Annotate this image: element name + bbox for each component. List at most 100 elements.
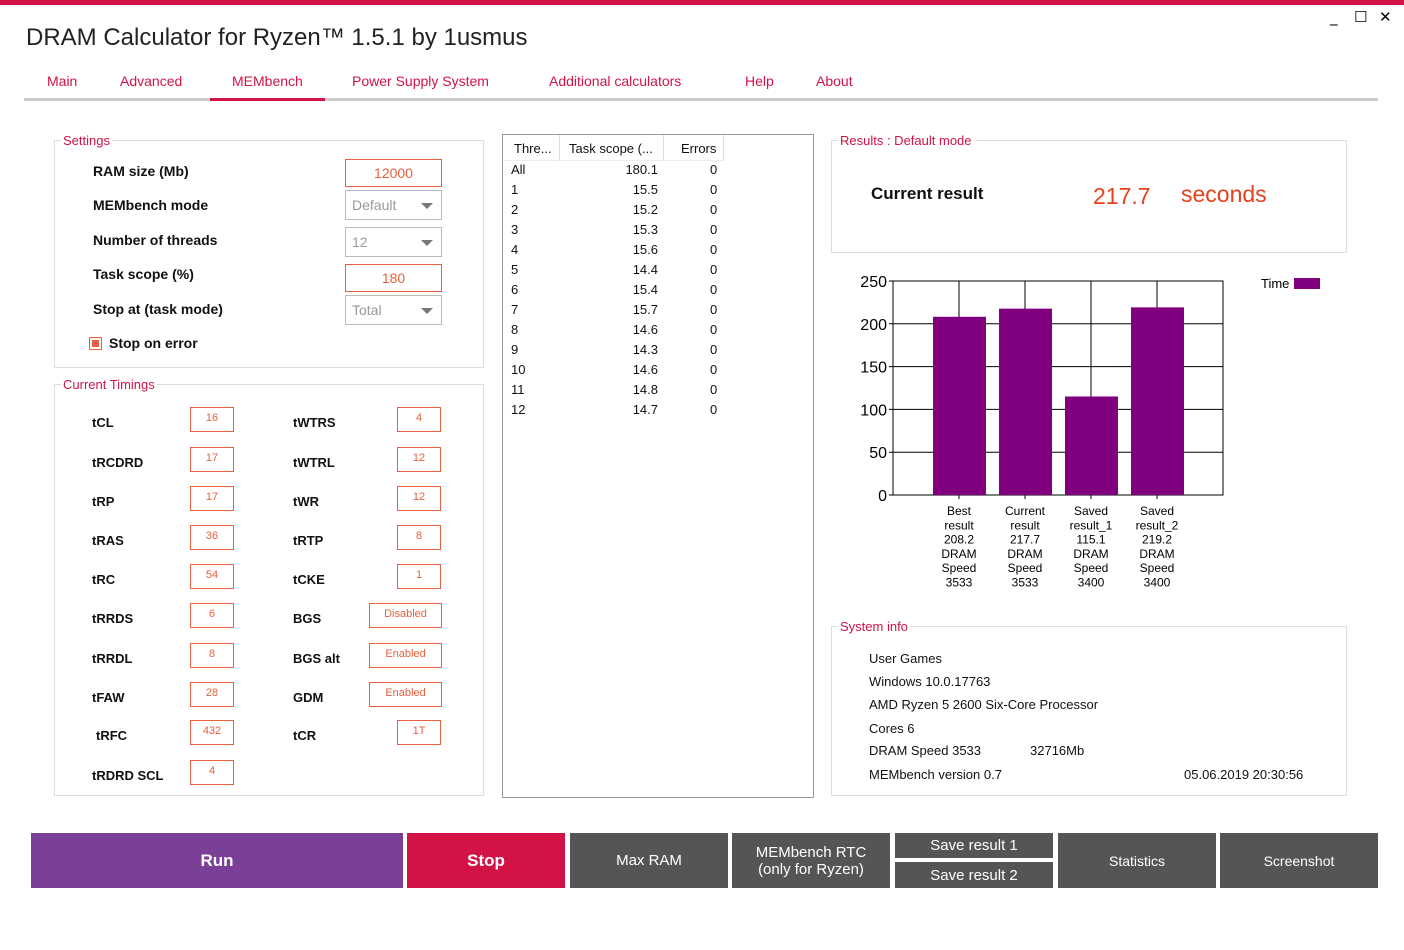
version-info: MEMbench version 0.7: [869, 767, 1002, 782]
tab-main[interactable]: Main: [47, 73, 78, 89]
x-tick-label: result_2: [1136, 518, 1179, 532]
timing-input-gdm[interactable]: Enabled: [369, 682, 442, 707]
timing-input-trc[interactable]: 54: [190, 564, 234, 589]
legend-label: Time: [1261, 276, 1289, 291]
table-row[interactable]: 2 15.2 0: [503, 202, 803, 222]
x-tick-label: 3533: [1012, 576, 1039, 590]
max-ram-button[interactable]: Max RAM: [570, 833, 728, 888]
table-row[interactable]: 6 15.4 0: [503, 282, 803, 302]
thread-cell: 5: [511, 262, 519, 277]
timing-input-tras[interactable]: 36: [190, 525, 234, 550]
tab-power-supply[interactable]: Power Supply System: [352, 73, 489, 89]
task-scope-cell: 14.3: [632, 342, 658, 357]
timing-label-tfaw: tFAW: [92, 690, 125, 705]
stop-on-error-checkbox[interactable]: [89, 337, 102, 350]
screenshot-button[interactable]: Screenshot: [1220, 833, 1378, 888]
table-row[interactable]: All 180.1 0: [503, 162, 803, 182]
stop-button[interactable]: Stop: [407, 833, 565, 888]
timings-legend: Current Timings: [63, 377, 155, 392]
rtc-label: MEMbench RTC: [755, 843, 867, 861]
thread-cell: 1: [511, 182, 519, 197]
x-tick-label: DRAM: [1007, 547, 1042, 561]
timing-input-bgs-alt[interactable]: Enabled: [369, 643, 442, 668]
y-tick-label: 100: [860, 402, 887, 419]
table-row[interactable]: 10 14.6 0: [503, 362, 803, 382]
timing-input-trtp[interactable]: 8: [397, 525, 441, 550]
y-tick-label: 50: [869, 445, 887, 462]
errors-cell: 0: [710, 322, 718, 337]
stop-at-select[interactable]: Total: [345, 295, 442, 325]
table-header: [503, 135, 723, 161]
save-result-1-button[interactable]: Save result 1: [895, 833, 1053, 858]
timing-input-trrds[interactable]: 6: [190, 603, 234, 628]
timing-label-twtrs: tWTRS: [293, 415, 336, 430]
timing-input-trrdl[interactable]: 8: [190, 643, 234, 668]
table-row[interactable]: 12 14.7 0: [503, 402, 803, 422]
statistics-button[interactable]: Statistics: [1058, 833, 1216, 888]
tab-additional-calculators[interactable]: Additional calculators: [549, 73, 682, 89]
timing-input-twtrl[interactable]: 12: [397, 447, 441, 472]
memory-info: 32716Mb: [1030, 743, 1085, 758]
current-result-value: 217.7: [1093, 183, 1151, 209]
timing-input-twtrs[interactable]: 4: [397, 407, 441, 432]
close-button[interactable]: ✕: [1379, 8, 1392, 26]
bar: [1131, 307, 1184, 495]
minimize-button[interactable]: _: [1330, 8, 1338, 26]
column-header-task-scope[interactable]: Task scope (...: [569, 141, 653, 156]
timing-input-trp[interactable]: 17: [190, 486, 234, 511]
save-result-2-button[interactable]: Save result 2: [895, 862, 1053, 888]
table-row[interactable]: 1 15.5 0: [503, 182, 803, 202]
accent-bar: [0, 0, 1404, 5]
timing-input-tcr[interactable]: 1T: [397, 720, 441, 745]
table-row[interactable]: 4 15.6 0: [503, 242, 803, 262]
chevron-down-icon: [421, 203, 433, 209]
task-scope-input[interactable]: 180: [345, 264, 442, 292]
tab-advanced[interactable]: Advanced: [120, 73, 183, 89]
timing-label-trcdrd: tRCDRD: [92, 455, 144, 470]
run-button[interactable]: Run: [31, 833, 403, 888]
threads-table[interactable]: Thre... Task scope (... Errors All 180.1 0…: [502, 134, 814, 798]
task-scope-cell: 14.7: [632, 402, 658, 417]
table-row[interactable]: 11 14.8 0: [503, 382, 803, 402]
table-row[interactable]: 7 15.7 0: [503, 302, 803, 322]
timing-label-twr: tWR: [293, 494, 319, 509]
membench-mode-value: Default: [352, 197, 397, 213]
x-tick-label: 217.7: [1010, 533, 1040, 547]
stop-on-error-label: Stop on error: [109, 335, 198, 351]
errors-cell: 0: [710, 202, 718, 217]
timing-input-trdrd-scl[interactable]: 4: [190, 760, 234, 785]
table-row[interactable]: 5 14.4 0: [503, 262, 803, 282]
timing-input-trcdrd[interactable]: 17: [190, 447, 234, 472]
membench-mode-label: MEMbench mode: [93, 197, 209, 213]
table-row[interactable]: 3 15.3 0: [503, 222, 803, 242]
threads-select[interactable]: 12: [345, 227, 442, 257]
table-row[interactable]: 8 14.6 0: [503, 322, 803, 342]
timing-input-tcl[interactable]: 16: [190, 407, 234, 432]
timing-input-tfaw[interactable]: 28: [190, 682, 234, 707]
tab-about[interactable]: About: [816, 73, 853, 89]
tab-membench[interactable]: MEMbench: [210, 73, 325, 101]
current-result-unit: seconds: [1181, 181, 1267, 207]
membench-mode-select[interactable]: Default: [345, 190, 442, 220]
x-tick-label: 3533: [946, 576, 973, 590]
membench-rtc-button[interactable]: MEMbench RTC (only for Ryzen): [732, 833, 890, 888]
column-header-errors[interactable]: Errors: [681, 141, 717, 156]
timing-input-tcke[interactable]: 1: [397, 564, 441, 589]
maximize-button[interactable]: ☐: [1354, 8, 1368, 26]
x-tick-label: result: [1010, 518, 1040, 532]
tab-help[interactable]: Help: [745, 73, 774, 89]
ram-size-input[interactable]: 12000: [345, 159, 442, 187]
timing-input-twr[interactable]: 12: [397, 486, 441, 511]
x-tick-label: DRAM: [941, 547, 976, 561]
threads-value: 12: [352, 234, 368, 250]
errors-cell: 0: [710, 222, 718, 237]
column-header-threads[interactable]: Thre...: [514, 141, 552, 156]
timing-input-bgs[interactable]: Disabled: [369, 603, 442, 628]
table-row[interactable]: 9 14.3 0: [503, 342, 803, 362]
timing-input-trfc[interactable]: 432: [190, 720, 234, 745]
timing-label-tcr: tCR: [293, 728, 317, 743]
timing-label-trtp: tRTP: [293, 533, 324, 548]
timing-label-bgs-alt: BGS alt: [293, 651, 340, 666]
task-scope-cell: 15.4: [632, 282, 658, 297]
task-scope-cell: 180.1: [625, 162, 658, 177]
